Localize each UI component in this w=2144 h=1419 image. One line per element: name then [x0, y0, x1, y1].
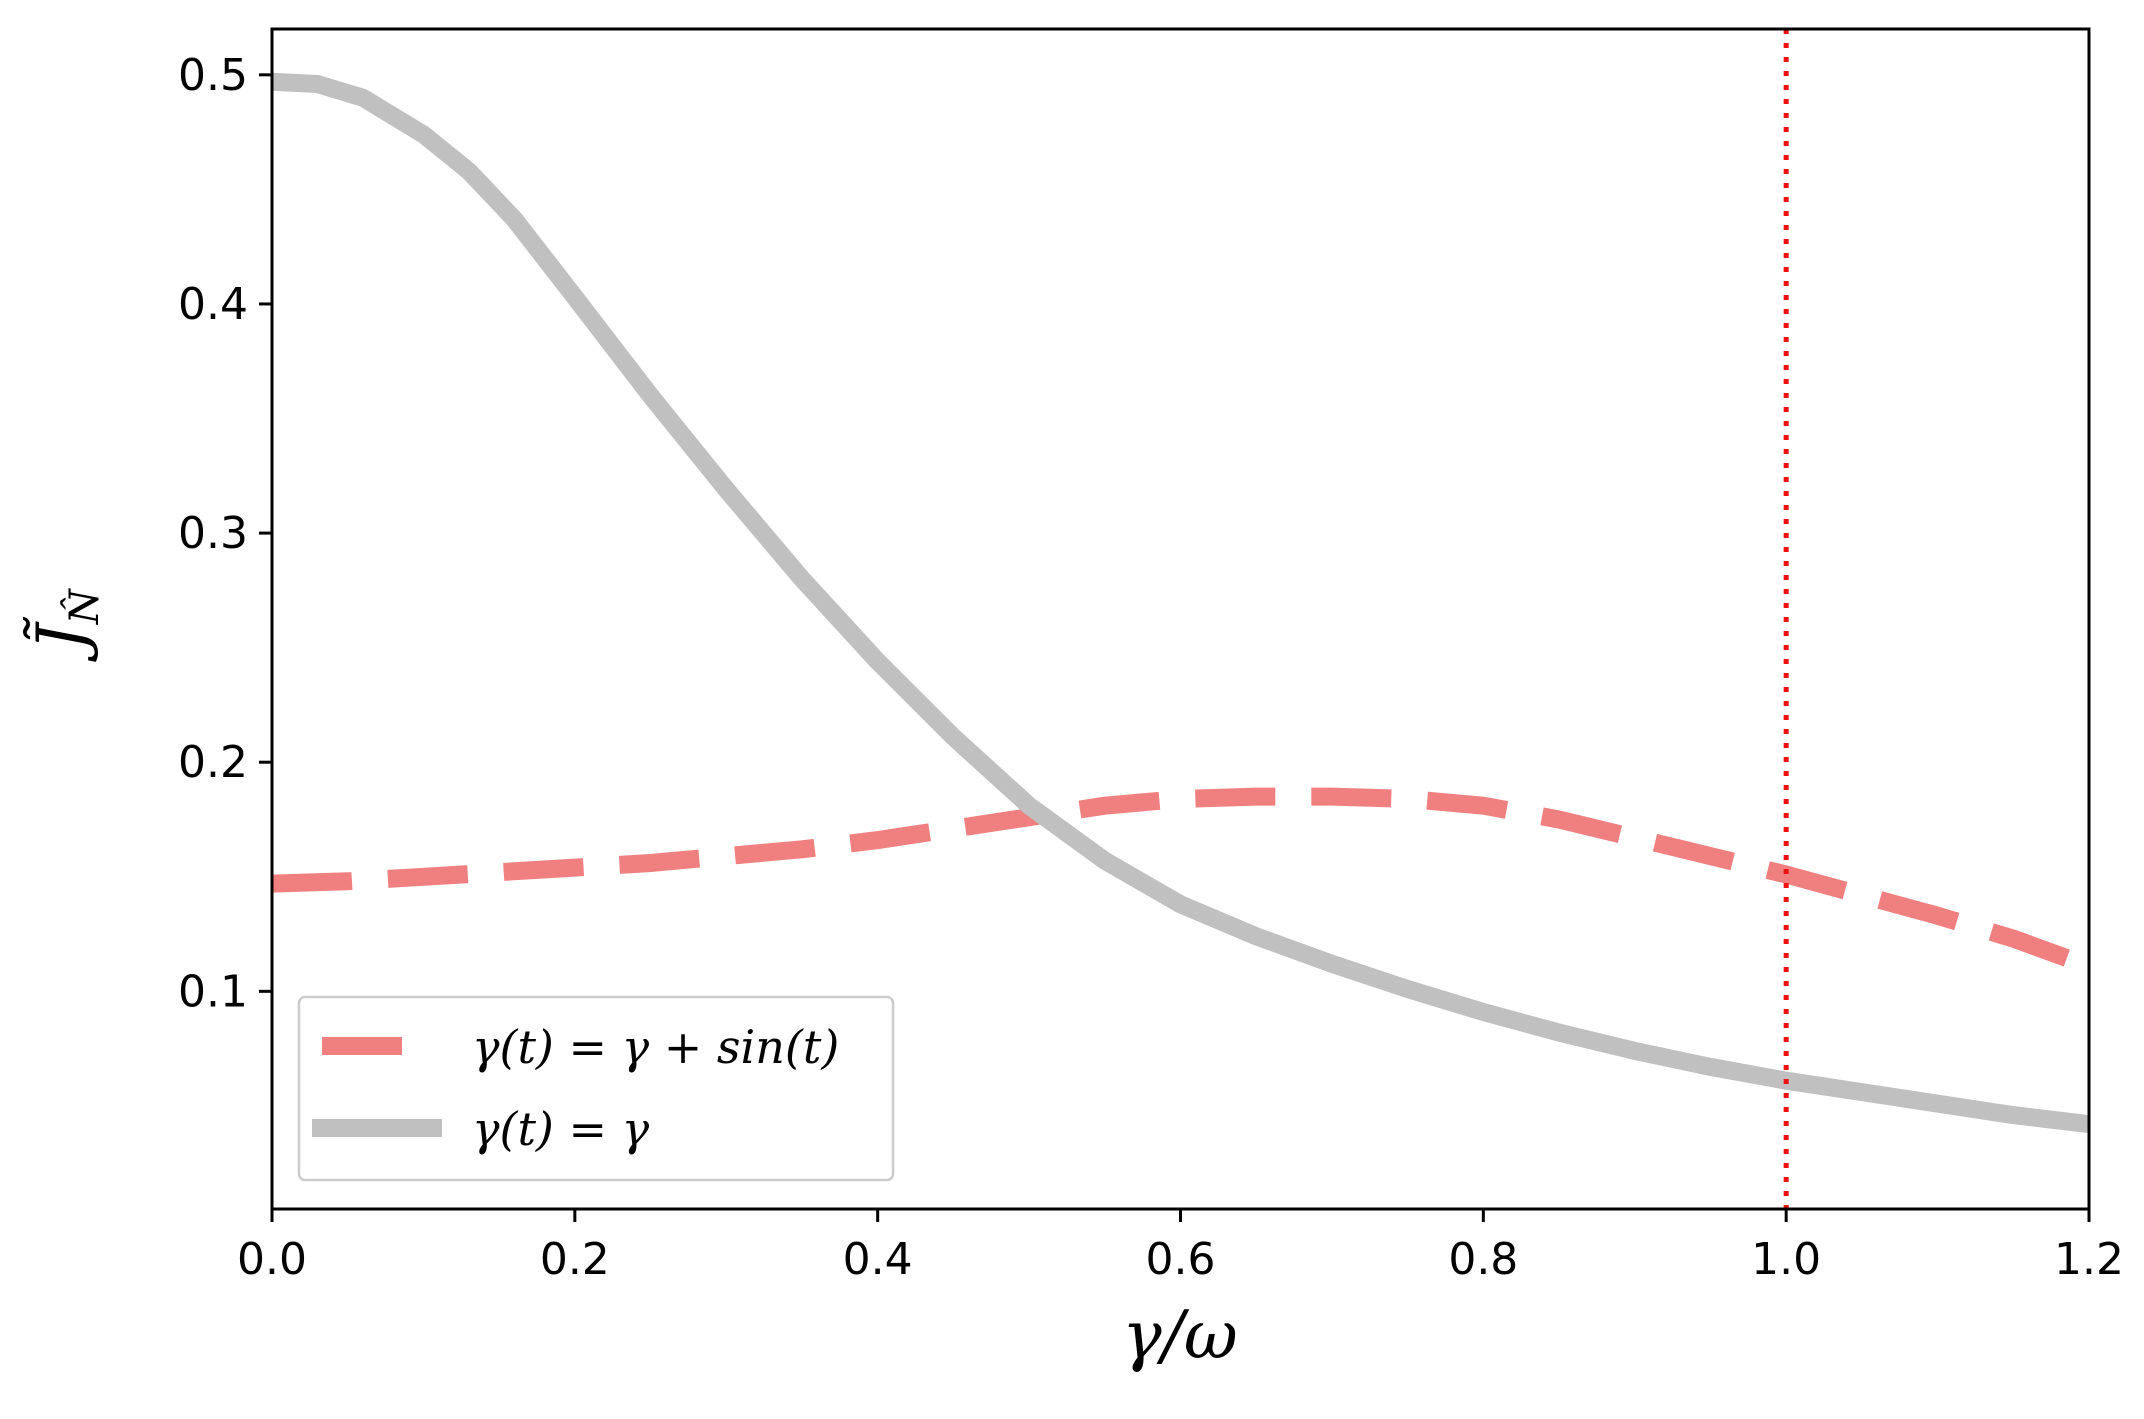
- x-tick-label: 0.0: [237, 1234, 307, 1285]
- y-tick-label: 0.5: [178, 50, 248, 101]
- x-tick-label: 0.6: [1146, 1234, 1216, 1285]
- legend-label-series-2: γ(t) = γ: [472, 1102, 650, 1156]
- series-line-1: [272, 787, 2089, 975]
- y-tick-label: 0.1: [178, 966, 248, 1017]
- x-tick-label: 0.4: [843, 1234, 913, 1285]
- y-tick-label: 0.2: [178, 737, 248, 788]
- x-tick-label: 1.2: [2054, 1234, 2124, 1285]
- x-tick-label: 0.2: [540, 1234, 610, 1285]
- y-axis-label-subscript: N̂: [62, 587, 108, 625]
- legend: γ(t) = γ + sin(t) γ(t) = γ: [297, 995, 895, 1182]
- x-axis-label: γ/ω: [1122, 1297, 1238, 1374]
- y-axis-label-group: J̃N̂: [23, 587, 108, 662]
- y-tick-label: 0.4: [178, 279, 248, 330]
- y-axis-ticks: 0.1 0.2 0.3 0.4 0.5: [178, 50, 272, 1017]
- legend-label-series-1: γ(t) = γ + sin(t): [472, 1020, 839, 1074]
- series-line-2: [272, 72, 2089, 1134]
- x-tick-label: 0.8: [1448, 1234, 1518, 1285]
- svg-text:J̃N̂: J̃N̂: [23, 587, 108, 662]
- legend-box: [297, 995, 895, 1182]
- y-tick-label: 0.3: [178, 508, 248, 559]
- x-tick-label: 1.0: [1751, 1234, 1821, 1285]
- x-axis-ticks: 0.0 0.2 0.4 0.6 0.8 1.0 1.2: [237, 1209, 2124, 1285]
- plot-area: [272, 29, 2089, 1209]
